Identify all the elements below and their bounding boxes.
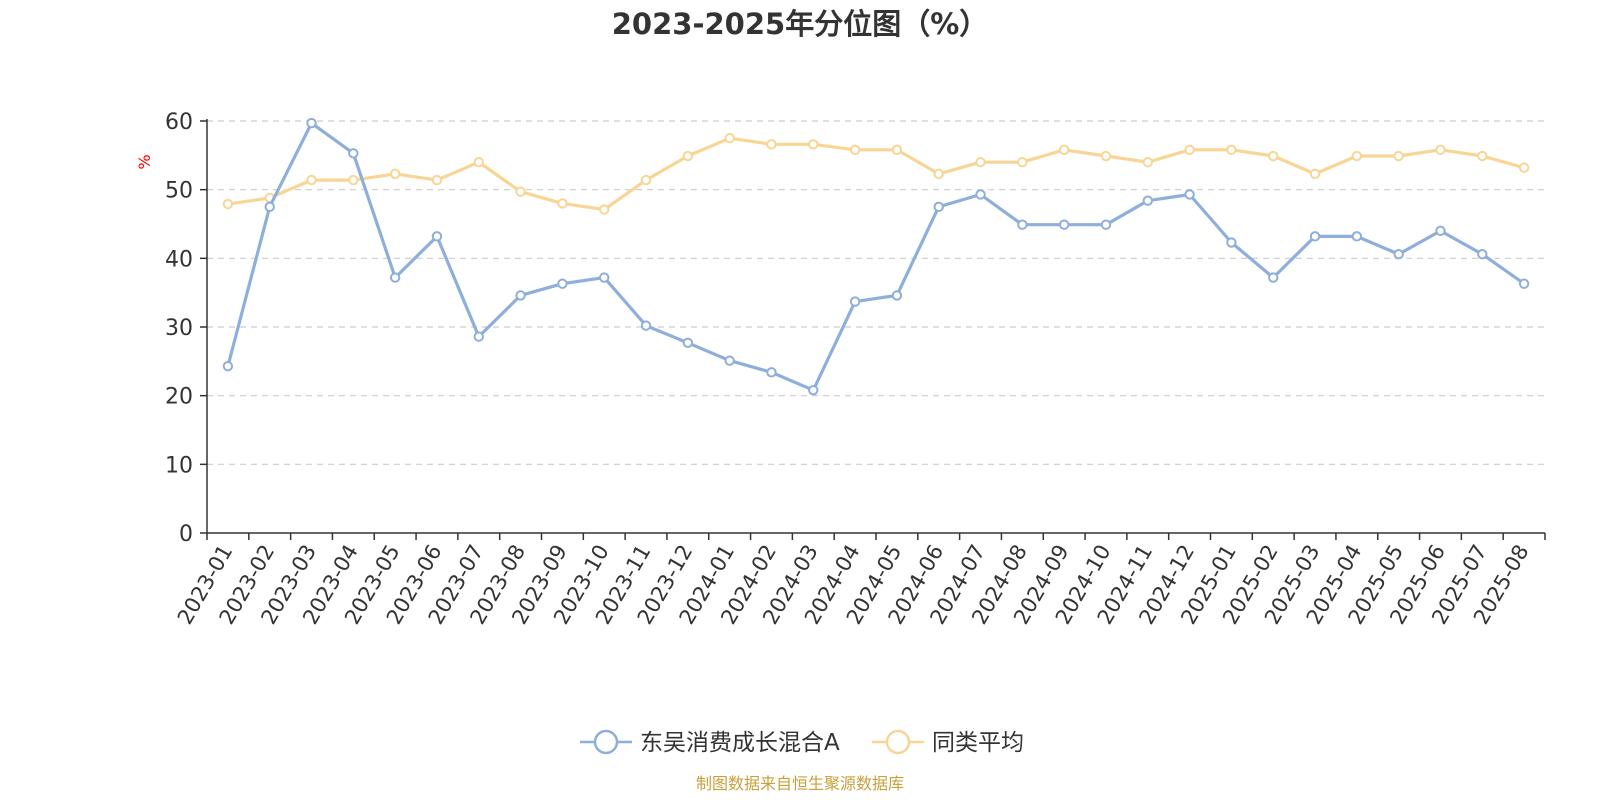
data-point[interactable] [348, 174, 359, 186]
data-point[interactable] [389, 272, 401, 283]
data-point[interactable] [1142, 157, 1153, 168]
y-tick-label: 60 [165, 110, 193, 135]
data-point[interactable] [933, 201, 944, 213]
data-point[interactable] [599, 272, 610, 283]
data-point[interactable] [640, 320, 652, 331]
data-point[interactable] [1058, 144, 1070, 156]
data-point[interactable] [1268, 150, 1279, 162]
data-point[interactable] [933, 168, 944, 180]
y-tick-label: 40 [165, 247, 193, 272]
data-point[interactable] [808, 384, 819, 396]
y-tick-label: 20 [165, 385, 193, 410]
y-tick-label: 0 [179, 522, 193, 547]
data-point[interactable] [1518, 278, 1530, 289]
data-point[interactable] [264, 201, 275, 213]
data-point[interactable] [1268, 272, 1279, 283]
data-point[interactable] [1393, 150, 1404, 162]
data-point[interactable] [389, 168, 401, 180]
source-note: 制图数据来自恒生聚源数据库 [695, 774, 904, 793]
data-point[interactable] [849, 296, 861, 307]
data-point[interactable] [1226, 144, 1237, 156]
data-point[interactable] [1435, 225, 1446, 237]
data-point[interactable] [766, 367, 777, 378]
data-point[interactable] [557, 198, 568, 209]
data-point[interactable] [515, 186, 526, 197]
data-point[interactable] [222, 198, 234, 210]
data-point[interactable] [975, 157, 986, 168]
data-point[interactable] [975, 189, 986, 200]
data-point[interactable] [599, 204, 610, 215]
data-point[interactable] [849, 144, 861, 156]
data-point[interactable] [431, 174, 443, 186]
data-point[interactable] [1142, 195, 1153, 206]
data-point[interactable] [1017, 219, 1028, 230]
data-point[interactable] [1226, 237, 1237, 248]
data-point[interactable] [640, 174, 652, 186]
data-point[interactable] [1100, 150, 1112, 162]
data-point[interactable] [473, 331, 484, 342]
legend-label: 东吴消费成长混合A [640, 730, 840, 756]
data-point[interactable] [1351, 231, 1363, 242]
legend-item-0[interactable]: 东吴消费成长混合A [580, 729, 840, 756]
y-tick-label: 50 [165, 179, 193, 204]
data-point[interactable] [1309, 231, 1321, 242]
data-point[interactable] [348, 148, 359, 159]
grid-lines [207, 120, 1545, 465]
data-point[interactable] [473, 157, 484, 168]
data-point[interactable] [724, 355, 735, 366]
data-point[interactable] [1435, 144, 1446, 156]
legend-item-1[interactable]: 同类平均 [872, 729, 1024, 756]
y-axis-label: % [135, 154, 154, 169]
data-point[interactable] [724, 132, 735, 144]
data-point[interactable] [682, 150, 694, 162]
legend-marker-icon [593, 729, 619, 755]
data-point[interactable] [1184, 189, 1195, 200]
data-point[interactable] [1058, 219, 1070, 230]
series-line [226, 136, 1526, 212]
legend-marker-icon [885, 729, 911, 755]
data-point[interactable] [1393, 249, 1404, 260]
data-point[interactable] [1477, 249, 1488, 260]
data-point[interactable] [682, 337, 694, 348]
data-point[interactable] [1351, 150, 1363, 162]
data-point[interactable] [1309, 168, 1321, 180]
series-group [222, 117, 1530, 396]
legend[interactable]: 东吴消费成长混合A 同类平均 [580, 729, 1024, 756]
data-point[interactable] [306, 174, 317, 186]
data-point[interactable] [222, 360, 234, 372]
series-line [226, 121, 1526, 392]
data-point[interactable] [891, 144, 903, 156]
axes: 0102030405060%2023-012023-022023-032023-… [135, 110, 1546, 628]
data-point[interactable] [891, 290, 903, 301]
data-point[interactable] [808, 139, 819, 150]
chart-title: 2023-2025年分位图（%） [611, 7, 989, 41]
legend-label: 同类平均 [932, 730, 1024, 756]
series-0 [222, 117, 1530, 396]
data-point[interactable] [1518, 162, 1530, 173]
series-1 [222, 132, 1530, 215]
data-point[interactable] [431, 231, 443, 242]
y-tick-label: 30 [165, 316, 193, 341]
data-point[interactable] [1017, 157, 1028, 168]
data-point[interactable] [1184, 144, 1195, 156]
data-point[interactable] [766, 139, 777, 150]
data-point[interactable] [306, 117, 317, 129]
data-point[interactable] [1100, 219, 1112, 230]
data-point[interactable] [557, 278, 568, 289]
data-point[interactable] [1477, 150, 1488, 162]
data-point[interactable] [515, 290, 526, 301]
y-tick-label: 10 [165, 453, 193, 478]
